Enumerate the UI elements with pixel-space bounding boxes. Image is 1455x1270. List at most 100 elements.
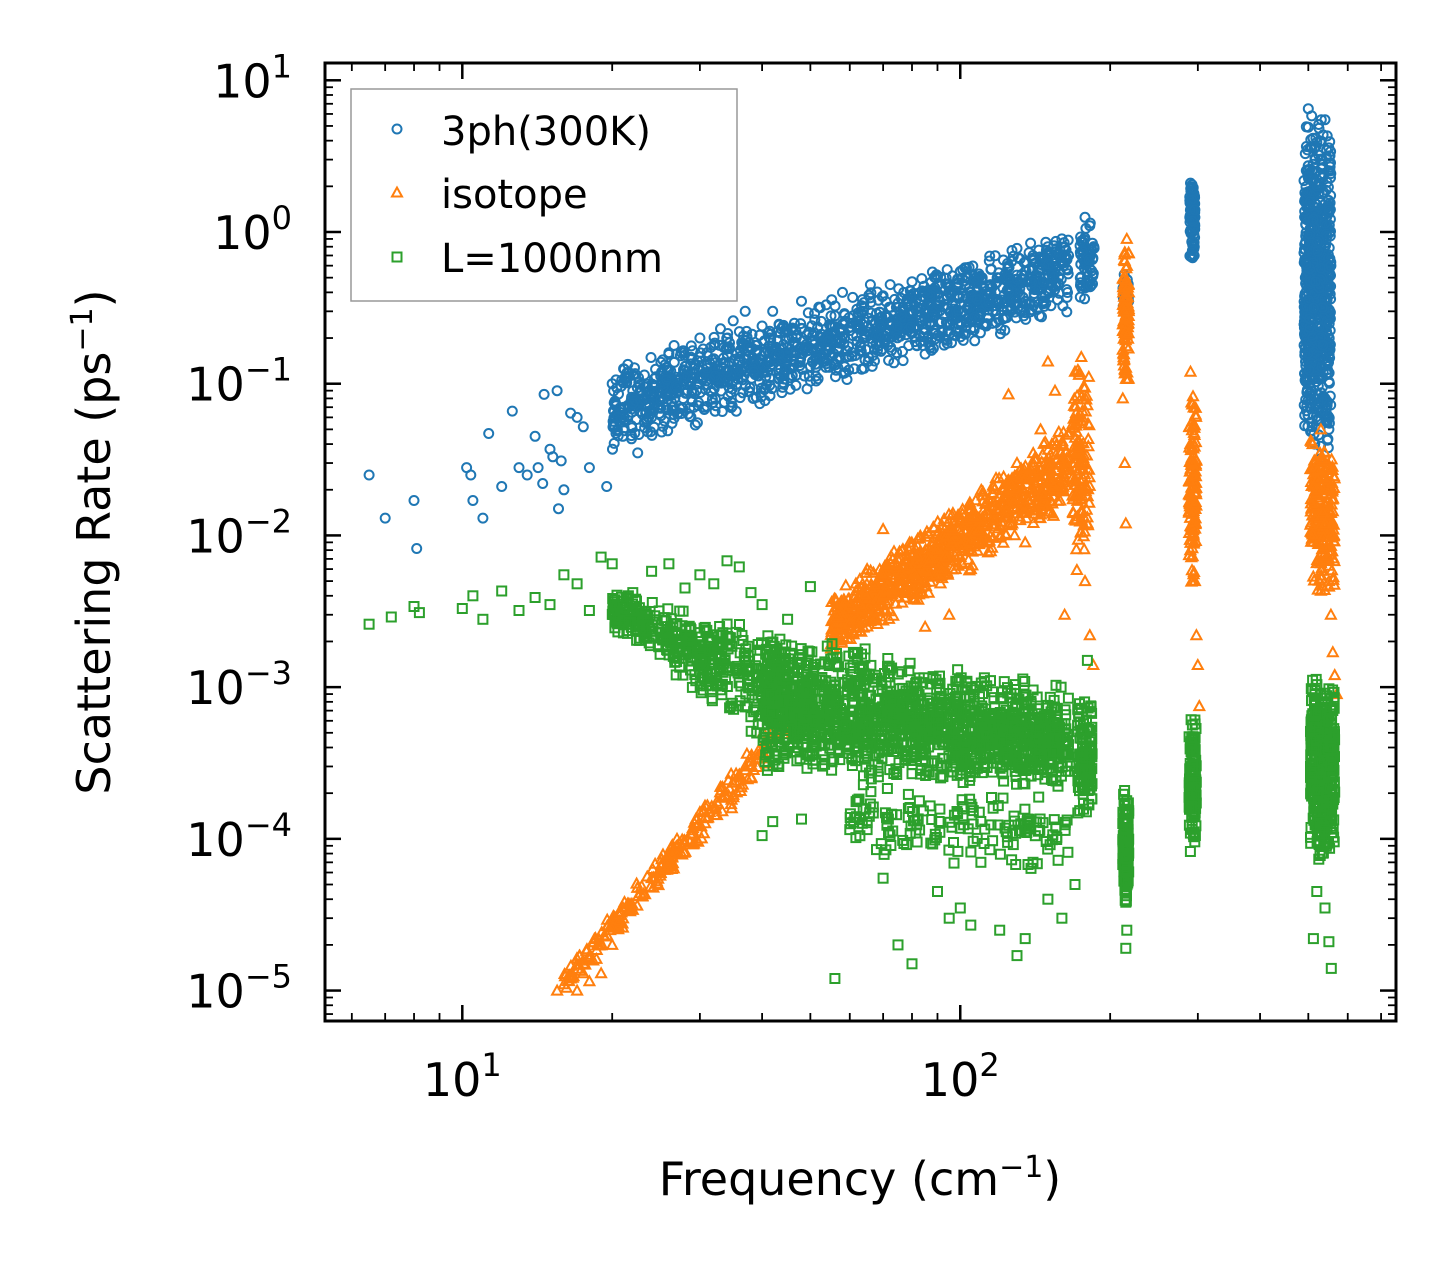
data-point	[696, 355, 708, 367]
data-point	[786, 353, 798, 365]
data-point	[655, 356, 667, 368]
data-point	[985, 263, 997, 275]
data-point	[701, 362, 713, 374]
data-point	[856, 294, 868, 306]
data-point	[693, 397, 704, 408]
data-point	[922, 330, 934, 342]
data-point	[839, 315, 851, 327]
data-point	[750, 391, 762, 403]
data-point	[718, 396, 730, 408]
data-point	[608, 437, 620, 449]
data-point	[594, 966, 608, 979]
data-point	[1062, 692, 1074, 704]
data-point	[634, 384, 646, 396]
data-point	[656, 426, 668, 438]
data-point	[694, 387, 706, 398]
data-point	[926, 301, 937, 313]
data-point	[938, 301, 950, 312]
data-point	[551, 385, 563, 397]
data-point	[890, 313, 902, 325]
data-point	[836, 325, 848, 337]
data-point	[650, 363, 662, 375]
data-point	[1048, 271, 1060, 283]
data-point	[1189, 628, 1204, 641]
data-point	[496, 481, 508, 492]
data-point	[643, 398, 655, 410]
data-point	[1083, 254, 1095, 266]
data-point	[1033, 244, 1045, 256]
data-point	[796, 295, 807, 307]
data-point	[786, 370, 798, 381]
data-point	[885, 341, 897, 353]
data-point	[662, 603, 674, 615]
data-point	[883, 354, 895, 366]
data-point	[905, 321, 917, 333]
data-point	[666, 417, 678, 429]
data-point	[678, 349, 690, 361]
data-point	[685, 340, 697, 352]
data-point	[1085, 280, 1097, 292]
data-point	[707, 397, 719, 409]
data-point	[1037, 276, 1049, 288]
data-point	[998, 289, 1010, 301]
data-point	[857, 305, 869, 317]
data-point	[991, 294, 1003, 306]
data-point	[610, 400, 622, 412]
data-point	[946, 270, 958, 282]
data-point	[379, 512, 391, 524]
data-point	[646, 387, 658, 399]
data-point	[828, 357, 840, 369]
data-point	[798, 370, 810, 382]
data-point	[555, 455, 567, 467]
data-point	[941, 264, 953, 276]
data-point	[791, 329, 803, 341]
data-point	[694, 332, 706, 344]
data-point	[1069, 542, 1084, 555]
data-point	[919, 348, 931, 360]
data-point	[467, 495, 479, 506]
data-point	[763, 332, 775, 344]
data-point	[1183, 364, 1198, 377]
data-point	[849, 350, 861, 361]
data-point	[700, 384, 712, 395]
data-point	[665, 365, 677, 377]
data-point	[944, 327, 956, 339]
data-point	[862, 355, 874, 367]
data-point	[872, 344, 883, 356]
data-point	[477, 512, 489, 524]
data-point	[621, 373, 633, 385]
data-point	[620, 371, 631, 383]
data-point	[611, 425, 623, 437]
data-point	[846, 346, 858, 358]
data-point	[957, 328, 969, 339]
data-point	[858, 333, 869, 345]
data-point	[906, 276, 918, 288]
data-point	[891, 332, 903, 344]
data-point	[942, 607, 956, 620]
data-point	[968, 324, 980, 336]
data-point	[1074, 349, 1088, 362]
data-point	[772, 326, 784, 338]
data-point	[1118, 455, 1132, 468]
data-point	[1009, 306, 1021, 318]
data-point	[876, 522, 890, 535]
data-point	[632, 447, 644, 459]
data-point	[1189, 232, 1201, 243]
data-point	[997, 301, 1009, 313]
data-point	[810, 358, 822, 370]
data-point	[1077, 246, 1089, 258]
data-point	[1116, 391, 1130, 404]
data-point	[760, 371, 772, 382]
data-point	[529, 430, 541, 442]
data-point	[1039, 290, 1051, 302]
data-point	[730, 405, 742, 417]
data-point	[1018, 535, 1032, 548]
data-point	[773, 348, 785, 360]
data-point	[708, 331, 720, 343]
data-point	[666, 401, 678, 413]
data-point	[814, 331, 826, 342]
data-point	[915, 314, 926, 326]
series-3ph(300K)	[363, 103, 1337, 554]
data-point	[1079, 211, 1091, 223]
data-point	[893, 283, 905, 295]
